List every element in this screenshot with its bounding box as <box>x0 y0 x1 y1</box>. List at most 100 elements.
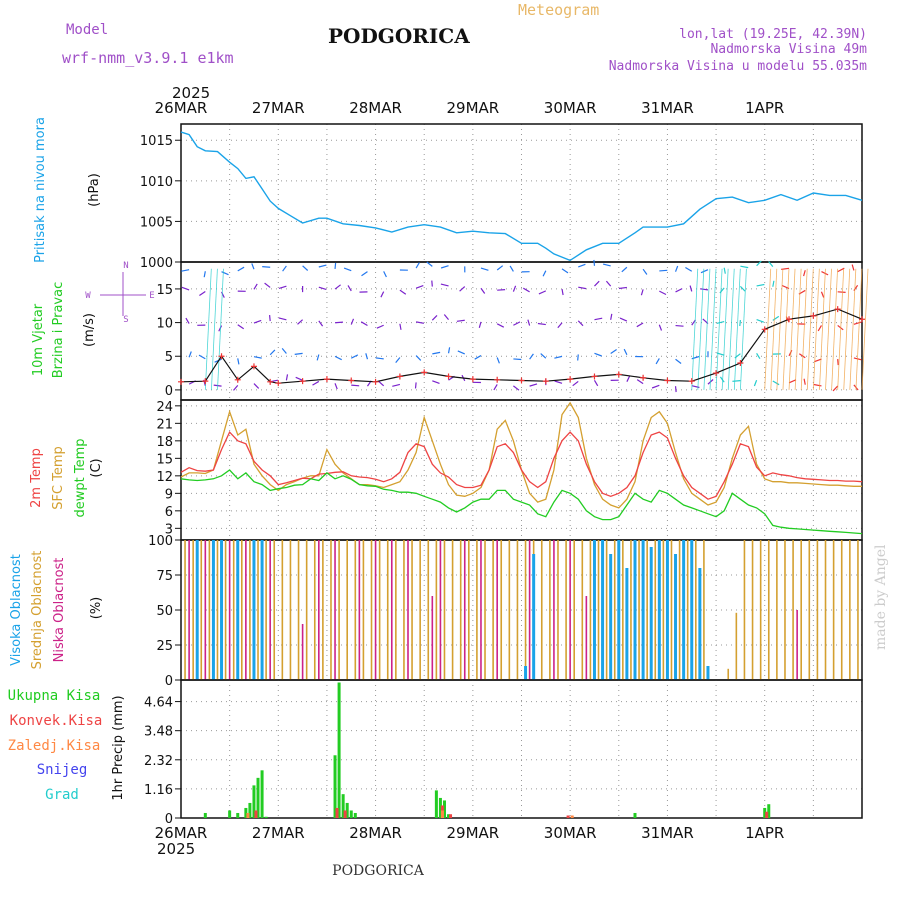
wind-barb <box>739 285 746 292</box>
wind-barb <box>415 262 420 269</box>
wind-barb <box>538 290 547 295</box>
wind-barb <box>431 314 438 321</box>
wind-gust-marker <box>218 353 225 360</box>
wind-gust-marker <box>178 378 184 385</box>
wind-barb <box>440 283 449 287</box>
wind-gust-marker <box>234 376 241 383</box>
wind-barb <box>440 265 449 269</box>
bottom-time-ticks: 26MAR 27MAR 28MAR 29MAR 30MAR 31MAR 1APR <box>155 824 785 842</box>
wind-barb <box>577 354 579 361</box>
wind-barb <box>278 317 287 321</box>
wind-barb <box>233 384 239 391</box>
footer-city: PODGORICA <box>332 863 425 879</box>
wind-barb <box>593 259 596 266</box>
pressure-ytick-label: 1010 <box>140 175 173 190</box>
wind-barb <box>253 283 258 290</box>
wind-barb <box>529 383 538 387</box>
bottom-tick-label: 30MAR <box>544 824 597 842</box>
precip-total-bar <box>236 812 240 818</box>
wind-gust-marker <box>494 376 501 383</box>
wind-arrow-column <box>739 268 747 390</box>
wind-arrow-column <box>855 268 863 390</box>
wind-barb <box>529 353 534 360</box>
wind-barb <box>636 379 644 385</box>
wind-barb <box>772 280 775 287</box>
wind-barb <box>554 380 563 384</box>
pressure-ytick-label: 1005 <box>140 215 173 230</box>
wind-barb <box>623 348 628 356</box>
wind-barb <box>509 265 514 272</box>
wind-barb <box>756 283 765 287</box>
year-bottom: 2025 <box>157 840 195 858</box>
wind-barb <box>658 324 663 331</box>
pressure-unit: (hPa) <box>87 173 102 207</box>
cloud-label-high: Visoka Oblacnost <box>9 554 24 666</box>
wind-barb <box>610 313 613 320</box>
precip-panel: 0 1.16 2.32 3.48 4.64 <box>144 679 863 827</box>
temp-ytick-label: 24 <box>156 400 173 415</box>
wind-barb <box>853 321 862 325</box>
wind-barb <box>415 285 424 289</box>
wind-barb <box>578 286 587 290</box>
wind-barb <box>572 380 579 387</box>
wind-gust-marker <box>737 359 744 366</box>
wind-barb <box>691 355 700 360</box>
wind-barb <box>493 384 498 391</box>
wind-arrow-column <box>709 268 717 390</box>
precip-label-frz: Zaledj.Kisa <box>8 738 101 754</box>
pressure-line <box>180 131 863 262</box>
wind-barb <box>395 357 401 363</box>
wind-barb <box>577 320 584 327</box>
precip-conv-bar <box>254 810 258 818</box>
wind-barb <box>334 321 344 324</box>
wind-barb <box>675 288 683 293</box>
precip-total-bar <box>633 812 637 818</box>
precip-total-bar <box>203 812 207 818</box>
precip-conv-bar <box>343 810 347 818</box>
wind-gust-marker <box>664 377 671 384</box>
precip-label-total: Ukupna Kisa <box>8 688 101 704</box>
wind-barb <box>251 263 255 270</box>
wind-barb <box>478 321 482 328</box>
wind-barb <box>716 320 725 324</box>
wind-barb <box>832 385 839 392</box>
wind-barb <box>557 322 563 329</box>
precip-label-grad: Grad <box>45 787 79 803</box>
wind-arrow-column <box>733 268 741 390</box>
temp-ytick-label: 9 <box>165 487 173 502</box>
wind-arrow-column <box>825 268 832 390</box>
wind-arrow-column <box>217 268 224 390</box>
wind-barb <box>837 359 839 366</box>
top-tick-label: 28MAR <box>349 99 402 117</box>
wind-barb <box>392 383 401 387</box>
wind-barb <box>399 289 407 295</box>
wind-gust-marker <box>372 378 379 385</box>
wind-barb <box>295 376 303 381</box>
wind-gust-marker <box>469 376 476 383</box>
wind-barb <box>480 267 489 271</box>
temp-panel: 3 6 9 12 15 18 21 24 <box>156 399 863 541</box>
bottom-tick-label: 26MAR <box>155 824 208 842</box>
wind-gust-marker <box>323 376 330 383</box>
meteogram-panels: 1000100510101015051015369121518212402550… <box>140 123 869 827</box>
wind-barb <box>798 353 806 359</box>
wind-barb <box>522 287 530 293</box>
wind-barb <box>198 354 206 360</box>
wind-barb <box>626 375 631 382</box>
wind-barb <box>199 290 206 296</box>
temp-label-sfc: SFC Temp <box>51 446 66 510</box>
wind-gust-marker <box>859 316 865 323</box>
model-label: Model <box>66 22 108 38</box>
precip-total-bar <box>337 682 341 818</box>
wind-barb <box>376 324 384 329</box>
wind-barb <box>278 285 287 289</box>
wind-barb <box>318 286 327 290</box>
wind-arrow-column <box>721 268 729 390</box>
precip-label-conv: Konvek.Kisa <box>10 713 103 729</box>
temp-ytick-label: 3 <box>165 522 173 537</box>
bottom-tick-label: 27MAR <box>252 824 305 842</box>
wind-barb <box>540 353 547 359</box>
wind-gust-marker <box>299 378 306 385</box>
wind-arrow-column <box>703 268 711 390</box>
cloud-ytick-label: 50 <box>156 604 173 619</box>
